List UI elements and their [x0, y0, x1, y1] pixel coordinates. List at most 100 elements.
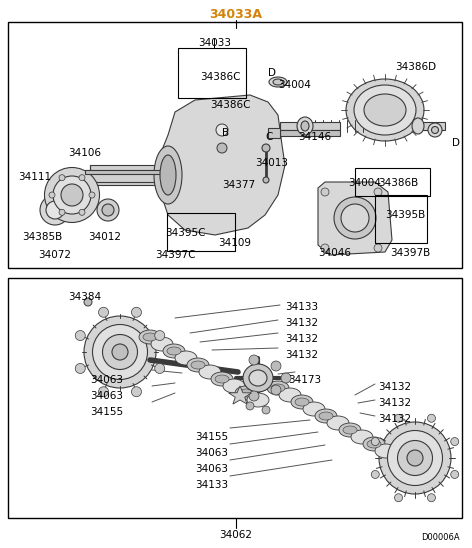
Circle shape [249, 355, 259, 365]
Text: 34132: 34132 [285, 350, 318, 360]
Text: 34132: 34132 [378, 414, 411, 424]
Text: 34004: 34004 [278, 80, 311, 90]
Circle shape [59, 209, 65, 215]
Bar [415, 122, 445, 130]
Bar [178, 48, 246, 98]
Text: 34063: 34063 [195, 464, 228, 474]
Ellipse shape [175, 351, 197, 365]
Text: 34386C: 34386C [200, 72, 241, 82]
Ellipse shape [160, 155, 176, 195]
Text: 34132: 34132 [285, 334, 318, 344]
Text: 34033A: 34033A [210, 8, 262, 20]
Text: 34012: 34012 [88, 232, 121, 242]
Ellipse shape [40, 195, 70, 225]
Text: 34046: 34046 [318, 248, 351, 258]
Ellipse shape [346, 79, 424, 141]
Ellipse shape [97, 199, 119, 221]
Text: 34385B: 34385B [22, 232, 62, 242]
Ellipse shape [319, 412, 333, 420]
Text: 34386B: 34386B [378, 178, 418, 188]
Text: 34062: 34062 [219, 530, 253, 540]
Ellipse shape [343, 426, 357, 434]
Circle shape [371, 437, 379, 446]
Circle shape [216, 124, 228, 136]
Bar [375, 195, 427, 243]
Text: 34132: 34132 [378, 382, 411, 392]
Ellipse shape [223, 379, 245, 393]
Circle shape [155, 330, 165, 340]
Ellipse shape [61, 184, 83, 206]
Text: 34132: 34132 [378, 398, 411, 408]
Text: D: D [268, 68, 276, 78]
Ellipse shape [154, 146, 182, 204]
Ellipse shape [303, 402, 325, 416]
Text: 34063: 34063 [195, 448, 228, 458]
Text: 34033: 34033 [199, 38, 231, 48]
Circle shape [281, 373, 291, 383]
Bar [85, 170, 168, 182]
Text: 34386D: 34386D [395, 62, 436, 72]
Circle shape [59, 175, 65, 181]
Ellipse shape [191, 361, 205, 369]
Ellipse shape [412, 118, 424, 134]
Text: 34384: 34384 [68, 292, 101, 302]
Ellipse shape [139, 330, 161, 344]
Ellipse shape [295, 398, 309, 406]
Ellipse shape [379, 422, 451, 494]
Ellipse shape [339, 423, 361, 437]
Ellipse shape [102, 204, 114, 216]
Ellipse shape [211, 372, 233, 386]
Text: 34397C: 34397C [155, 250, 195, 260]
Ellipse shape [239, 389, 253, 397]
Ellipse shape [199, 365, 221, 379]
Ellipse shape [341, 204, 369, 232]
Circle shape [99, 387, 109, 397]
Circle shape [132, 387, 142, 397]
Circle shape [428, 494, 436, 502]
Text: 34173: 34173 [288, 375, 321, 385]
Ellipse shape [367, 440, 381, 448]
Circle shape [395, 414, 403, 423]
Ellipse shape [215, 375, 229, 383]
Circle shape [75, 330, 85, 340]
Ellipse shape [388, 431, 443, 486]
Text: 34397B: 34397B [390, 248, 430, 258]
Circle shape [132, 307, 142, 317]
Ellipse shape [163, 344, 185, 358]
Circle shape [428, 414, 436, 423]
Ellipse shape [397, 441, 432, 476]
Circle shape [75, 363, 85, 373]
Ellipse shape [407, 450, 423, 466]
Text: 34395B: 34395B [385, 210, 425, 220]
Ellipse shape [431, 127, 438, 134]
Text: 34133: 34133 [285, 302, 318, 312]
Ellipse shape [249, 370, 267, 386]
Bar [8, 22, 462, 268]
Ellipse shape [363, 437, 385, 451]
Ellipse shape [53, 176, 91, 214]
Bar [268, 128, 280, 138]
Text: 34395C: 34395C [165, 228, 205, 238]
Ellipse shape [334, 197, 376, 239]
Bar [90, 165, 168, 185]
Bar [8, 278, 462, 518]
Text: 34063: 34063 [90, 375, 123, 385]
Circle shape [262, 144, 270, 152]
Ellipse shape [235, 386, 257, 400]
Ellipse shape [291, 395, 313, 409]
Text: C: C [265, 132, 272, 142]
Ellipse shape [151, 337, 173, 351]
Circle shape [271, 385, 281, 395]
Ellipse shape [44, 168, 100, 222]
Ellipse shape [297, 117, 313, 135]
Ellipse shape [93, 324, 147, 380]
Ellipse shape [243, 364, 273, 392]
Circle shape [374, 244, 382, 252]
Text: D00006A: D00006A [421, 533, 460, 542]
Text: 34072: 34072 [38, 250, 71, 260]
Ellipse shape [279, 388, 301, 402]
Ellipse shape [267, 381, 289, 395]
Circle shape [249, 391, 259, 401]
Ellipse shape [167, 347, 181, 355]
Ellipse shape [46, 201, 64, 219]
